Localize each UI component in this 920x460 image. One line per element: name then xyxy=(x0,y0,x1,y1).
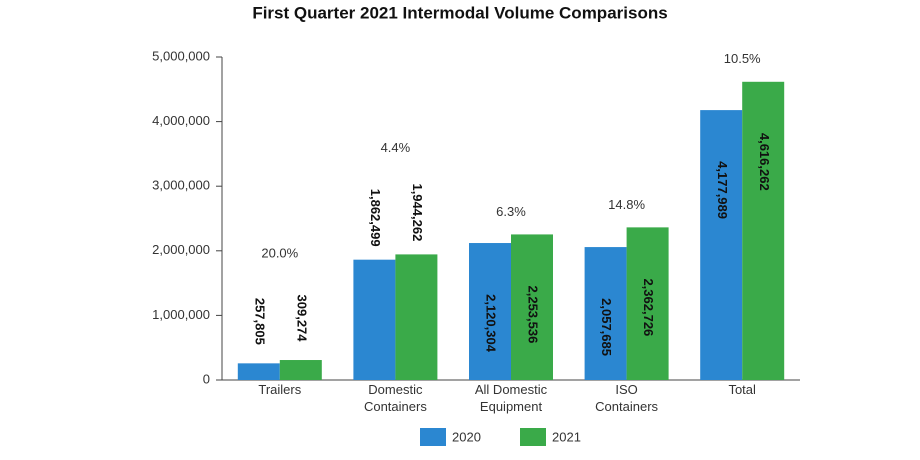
bar xyxy=(511,234,553,380)
growth-annotation: 4.4% xyxy=(381,140,411,155)
legend-label: 2021 xyxy=(552,429,581,444)
bar xyxy=(353,259,396,380)
growth-annotation: 20.0% xyxy=(261,245,298,260)
value-label: 257,805 xyxy=(252,298,267,345)
bar xyxy=(626,227,669,380)
value-label: 309,274 xyxy=(294,295,309,343)
y-tick-label: 5,000,000 xyxy=(152,48,210,63)
value-label: 2,362,726 xyxy=(641,278,656,336)
value-label: 1,862,499 xyxy=(368,189,383,247)
y-tick-label: 0 xyxy=(203,371,210,386)
value-label: 4,616,262 xyxy=(757,133,772,191)
bar xyxy=(700,110,743,380)
x-tick-label: Domestic Containers xyxy=(364,382,427,414)
value-label: 4,177,989 xyxy=(715,161,730,219)
value-label: 2,120,304 xyxy=(484,294,499,353)
x-tick-label: Total xyxy=(728,382,756,397)
bar xyxy=(584,247,627,380)
value-label: 2,057,685 xyxy=(599,298,614,356)
value-label: 2,253,536 xyxy=(526,285,541,343)
legend-swatch xyxy=(520,428,546,446)
y-tick-label: 2,000,000 xyxy=(152,242,210,257)
growth-annotation: 6.3% xyxy=(496,204,526,219)
chart-title: First Quarter 2021 Intermodal Volume Com… xyxy=(252,3,667,22)
legend-swatch xyxy=(420,428,446,446)
y-tick-label: 3,000,000 xyxy=(152,178,210,193)
value-label: 1,944,262 xyxy=(410,183,425,241)
bar xyxy=(469,243,511,380)
bar xyxy=(279,360,322,380)
bar xyxy=(742,81,785,380)
y-tick-label: 1,000,000 xyxy=(152,307,210,322)
growth-annotation: 14.8% xyxy=(608,197,645,212)
growth-annotation: 10.5% xyxy=(724,51,761,66)
legend-label: 2020 xyxy=(452,429,481,444)
x-tick-label: Trailers xyxy=(258,382,301,397)
y-tick-label: 4,000,000 xyxy=(152,113,210,128)
bar xyxy=(237,363,280,380)
bar xyxy=(395,254,438,380)
x-tick-label: All Domestic Equipment xyxy=(475,382,548,414)
x-tick-label: ISO Containers xyxy=(595,382,658,414)
